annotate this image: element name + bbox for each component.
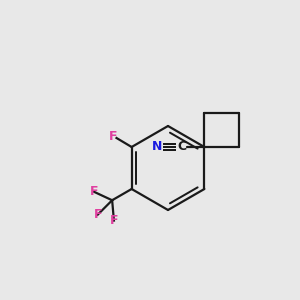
Text: F: F: [89, 185, 98, 198]
Text: F: F: [110, 214, 118, 227]
Text: F: F: [94, 208, 102, 221]
Text: F: F: [109, 130, 117, 143]
Text: C: C: [177, 140, 186, 154]
Text: N: N: [152, 140, 163, 154]
